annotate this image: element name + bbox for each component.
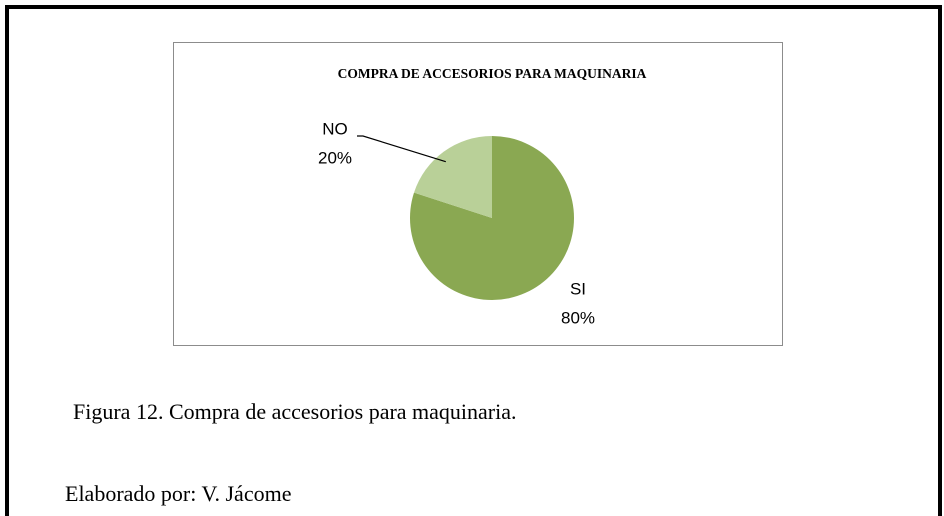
pie-slice [414,136,492,218]
credit: Elaborado por: V. Jácome [65,481,291,506]
leader-line [357,135,446,163]
caption: Figura 12. Compra de accesorios para maq… [73,399,517,424]
frame [5,5,942,516]
slice-label-value: 20% [318,148,352,167]
slice-label-value: 80% [561,308,595,327]
chart-title: COMPRA DE ACCESORIOS PARA MAQUINARIA [338,66,647,81]
slice-label-name: NO [322,119,348,138]
slice-label-name: SI [570,279,586,298]
